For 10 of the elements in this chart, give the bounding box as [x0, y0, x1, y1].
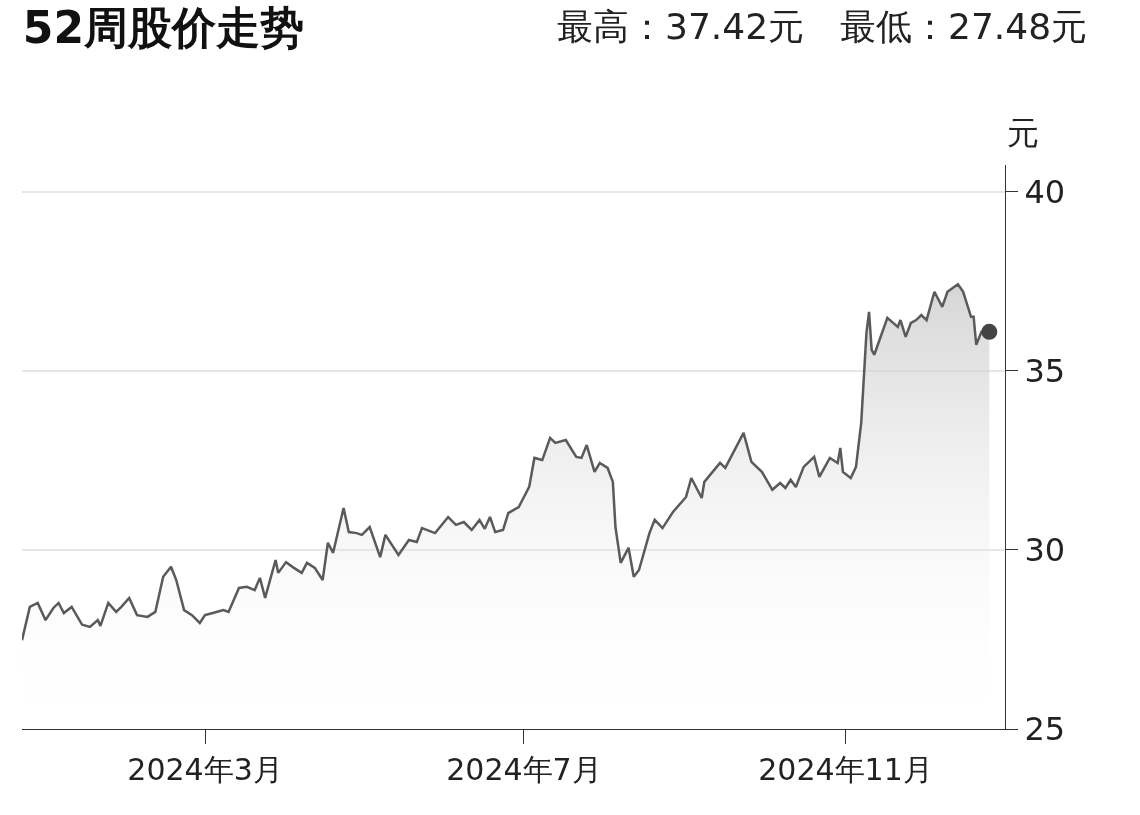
x-tick-label: 2024年3月 [127, 752, 283, 788]
x-tick-label: 2024年11月 [758, 752, 933, 788]
chart-title: 52周股价走势 [22, 2, 305, 54]
chart-subtitle: 最高：37.42元 最低：27.48元 [557, 6, 1088, 47]
y-tick-label: 25 [1024, 710, 1066, 749]
y-tick-label: 35 [1024, 352, 1066, 391]
y-tick-label: 40 [1024, 173, 1066, 212]
y-axis-title: 元 [1007, 114, 1039, 152]
x-tick-label: 2024年7月 [446, 752, 602, 788]
y-tick-label: 30 [1024, 531, 1066, 570]
